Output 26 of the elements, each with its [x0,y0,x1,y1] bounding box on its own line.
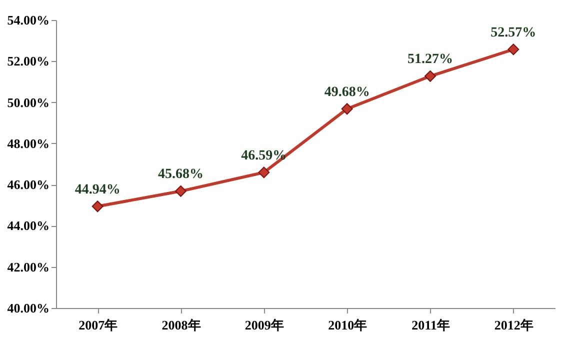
x-tick-label: 2011年 [412,318,450,332]
text: 45.68% [158,167,204,182]
text: 49.68% [324,84,370,100]
x-tick-label: 2007年 [78,318,118,332]
x-tick-label: 2009年 [244,318,284,332]
y-tick-label: 48.00% [7,136,50,151]
point [424,70,436,82]
point [175,185,186,197]
x-tick-label: 2012年 [494,318,534,332]
y-tick-label: 40.00% [7,300,50,316]
y-tick-label: 54.00% [7,12,50,28]
y-tick-label: 50.00% [7,94,50,110]
y-tick-label: 46.00% [7,177,50,192]
point [341,103,353,115]
point [92,200,104,212]
x-tick-label: 2010年 [328,318,368,332]
point [508,44,520,56]
text: 51.27% [408,52,453,68]
y-tick-label: 44.00% [7,218,50,234]
x-tick-label: 2008年 [162,318,201,332]
text: 52.57% [490,25,536,40]
point [258,166,270,178]
y-tick-label: 42.00% [7,259,50,274]
text: 46.59% [241,148,287,164]
text: 44.94% [74,182,120,198]
y-tick-label: 52.00% [7,54,50,69]
